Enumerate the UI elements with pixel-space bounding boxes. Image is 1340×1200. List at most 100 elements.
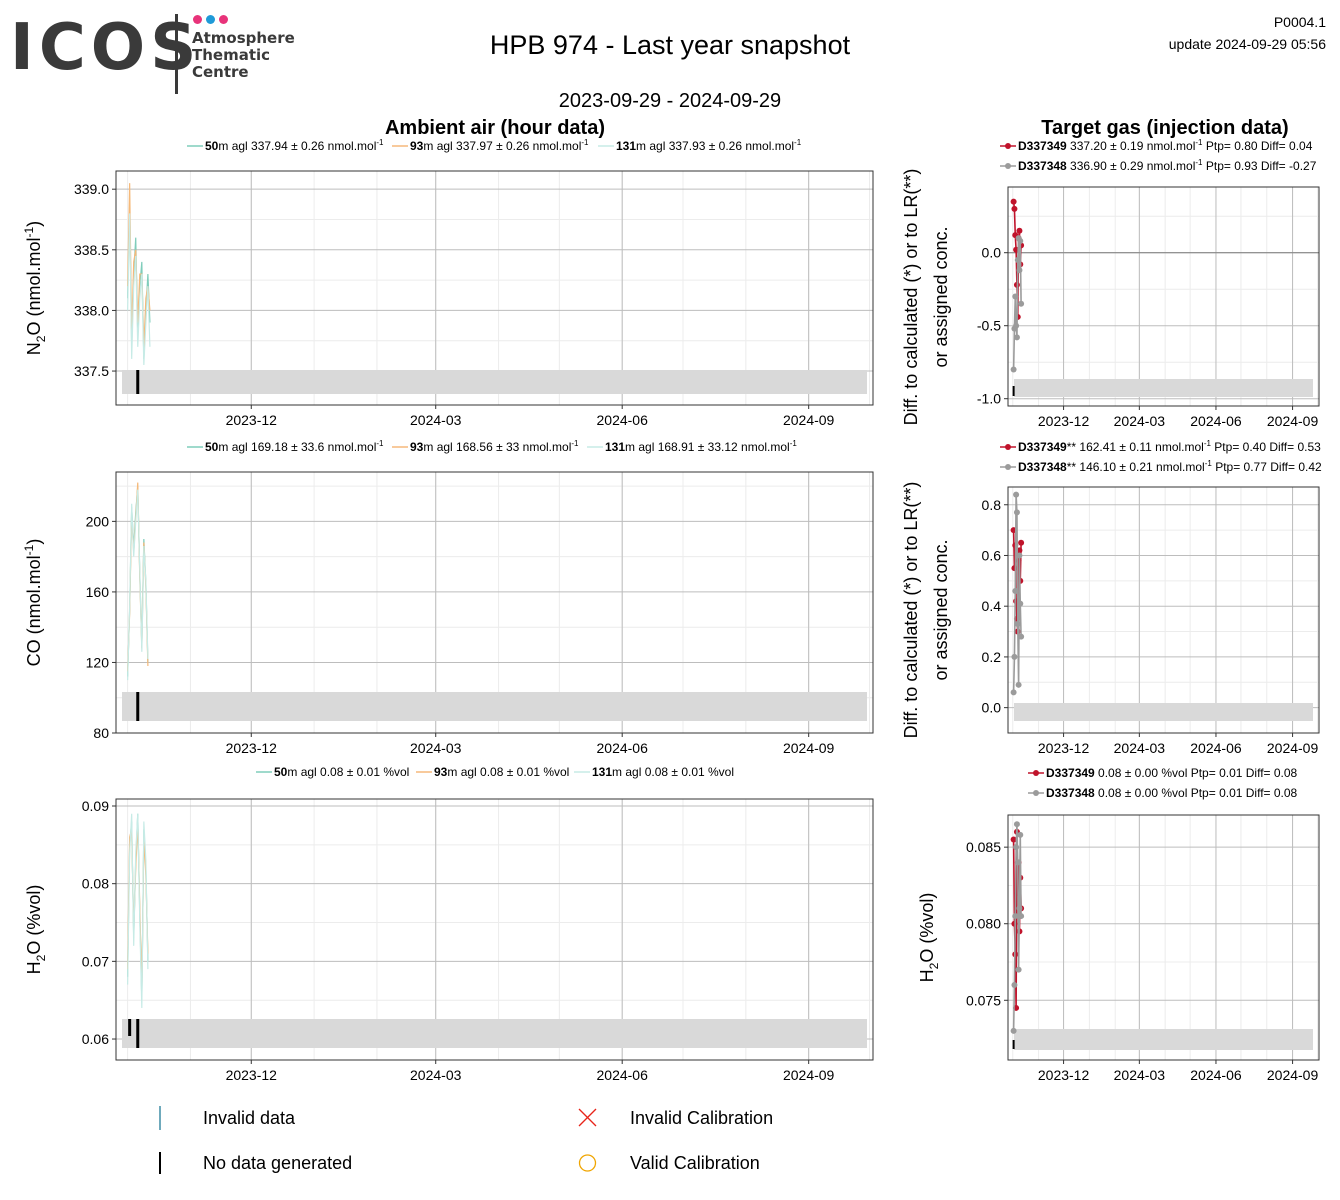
logo-subtitle-line: Centre bbox=[192, 63, 249, 81]
data-point bbox=[1013, 491, 1020, 498]
x-tick-label: 2024-03 bbox=[410, 1067, 462, 1083]
legend-invalid-data: Invalid data bbox=[203, 1108, 296, 1128]
series-line bbox=[127, 213, 151, 366]
legend-entry: 131m agl 337.93 ± 0.26 nmol.mol-1 bbox=[616, 138, 802, 153]
y-tick-label: 200 bbox=[86, 513, 110, 529]
x-tick-label: 2024-06 bbox=[1190, 740, 1242, 756]
y-tick-label: 0.2 bbox=[982, 649, 1002, 665]
x-tick-label: 2024-03 bbox=[410, 740, 462, 756]
y-axis-label: H2O (%vol) bbox=[917, 893, 941, 983]
y-tick-label: 0.4 bbox=[982, 598, 1002, 614]
legend-entry: 131m agl 168.91 ± 33.12 nmol.mol-1 bbox=[605, 439, 797, 454]
x-tick-label: 2024-09 bbox=[783, 1067, 835, 1083]
data-point bbox=[1014, 257, 1021, 263]
data-point bbox=[1010, 198, 1017, 205]
y-tick-label: 0.0 bbox=[982, 245, 1002, 261]
x-tick-label: 2024-06 bbox=[597, 412, 649, 428]
icos-logo: ICOS bbox=[10, 11, 202, 85]
data-point bbox=[1013, 821, 1020, 828]
x-tick-label: 2024-06 bbox=[1190, 413, 1242, 429]
data-point bbox=[1011, 653, 1018, 660]
data-point bbox=[1018, 300, 1025, 307]
x-tick-label: 2024-06 bbox=[1190, 1067, 1242, 1083]
legend-entry: D337349 0.08 ± 0.00 %vol Ptp= 0.01 Diff=… bbox=[1046, 766, 1298, 780]
panel-frame bbox=[115, 170, 874, 406]
x-tick-label: 2024-09 bbox=[1267, 413, 1319, 429]
y-tick-label: -1.0 bbox=[977, 391, 1001, 407]
legend-entry: 50m agl 169.18 ± 33.6 nmol.mol-1 bbox=[205, 439, 384, 454]
legend-entry: D337349 337.20 ± 0.19 nmol.mol-1 Ptp= 0.… bbox=[1018, 138, 1313, 153]
legend-marker bbox=[1005, 464, 1011, 470]
y-tick-label: 339.0 bbox=[74, 181, 109, 197]
chart-panel-3: 2023-12 2024-03 2024-06 2024-09 0.06 0.07 0.08… bbox=[24, 765, 874, 1083]
data-point bbox=[1018, 633, 1025, 640]
data-point bbox=[1013, 322, 1020, 329]
data-point bbox=[1012, 293, 1019, 300]
series-line bbox=[1012, 238, 1022, 370]
x-tick-label: 2023-12 bbox=[1038, 740, 1090, 756]
legend-entry: 93m agl 337.97 ± 0.26 nmol.mol-1 bbox=[410, 138, 589, 153]
data-point bbox=[1018, 539, 1025, 546]
logo-subtitle: Atmosphere Thematic Centre bbox=[192, 30, 295, 81]
panel-frame bbox=[1007, 186, 1320, 407]
data-point bbox=[1013, 334, 1020, 341]
data-point bbox=[1014, 620, 1021, 627]
legend-marker bbox=[1005, 444, 1011, 450]
y-axis-label: Diff. to calculated (*) or to LR(**) bbox=[901, 169, 921, 426]
logo-divider bbox=[175, 14, 178, 94]
y-tick-label: -0.5 bbox=[977, 318, 1001, 334]
update-timestamp: update 2024-09-29 05:56 bbox=[1168, 36, 1326, 52]
y-tick-label: 338.0 bbox=[74, 302, 109, 318]
data-gap-band bbox=[122, 370, 867, 394]
y-tick-label: 80 bbox=[93, 725, 109, 741]
legend-calibration-icons bbox=[578, 1108, 597, 1172]
data-point bbox=[1013, 844, 1020, 851]
y-tick-label: 0.085 bbox=[966, 839, 1001, 855]
data-point bbox=[1016, 227, 1023, 234]
logo-dot bbox=[206, 15, 215, 24]
data-point bbox=[1016, 905, 1023, 912]
y-tick-label: 0.6 bbox=[982, 547, 1002, 563]
y-axis-label: H2O (%vol) bbox=[24, 885, 48, 975]
y-axis-label: N2O (nmol.mol-1) bbox=[22, 221, 48, 355]
ambient-section-title: Ambient air (hour data) bbox=[384, 117, 605, 139]
x-tick-label: 2024-03 bbox=[1114, 740, 1166, 756]
data-point bbox=[1015, 966, 1022, 973]
x-tick-label: 2024-09 bbox=[783, 412, 835, 428]
data-point bbox=[1010, 689, 1017, 696]
data-point bbox=[1015, 681, 1022, 688]
y-tick-label: 0.0 bbox=[982, 700, 1002, 716]
data-point bbox=[1012, 913, 1019, 920]
y-tick-label: 337.5 bbox=[74, 363, 109, 379]
legend-entry: 50m agl 0.08 ± 0.01 %vol bbox=[274, 765, 409, 779]
legend-entry: 50m agl 337.94 ± 0.26 nmol.mol-1 bbox=[205, 138, 384, 153]
panel-frame bbox=[115, 798, 874, 1061]
x-tick-label: 2024-06 bbox=[597, 740, 649, 756]
legend-marker bbox=[1033, 790, 1039, 796]
chart-panel-6: 2023-12 2024-03 2024-06 2024-09 0.075 0.080 0.… bbox=[917, 766, 1320, 1083]
y-axis-label: or assigned conc. bbox=[931, 539, 951, 680]
y-tick-label: 0.06 bbox=[82, 1031, 109, 1047]
data-point bbox=[1017, 600, 1024, 607]
chart-panel-2: 2023-12 2024-03 2024-06 2024-09 80 120 160 200 5… bbox=[22, 439, 874, 756]
x-tick-label: 2024-09 bbox=[783, 740, 835, 756]
legend-entry: 93m agl 0.08 ± 0.01 %vol bbox=[434, 765, 569, 779]
data-point bbox=[1016, 552, 1023, 559]
y-tick-label: 338.5 bbox=[74, 242, 109, 258]
y-tick-label: 120 bbox=[86, 654, 110, 670]
x-tick-label: 2024-03 bbox=[1114, 1067, 1166, 1083]
data-point bbox=[1010, 366, 1017, 373]
legend-entry: D337348 0.08 ± 0.00 %vol Ptp= 0.01 Diff=… bbox=[1046, 786, 1298, 800]
legend-entry: 131m agl 0.08 ± 0.01 %vol bbox=[592, 765, 734, 779]
data-point bbox=[1012, 587, 1019, 594]
logo-subtitle-line: Atmosphere bbox=[192, 29, 295, 47]
x-tick-label: 2023-12 bbox=[226, 1067, 278, 1083]
legend-invalid-calibration: Invalid Calibration bbox=[630, 1108, 774, 1128]
panel-frame bbox=[1007, 814, 1320, 1061]
series-line bbox=[127, 813, 149, 1008]
data-gap-band bbox=[1014, 1029, 1313, 1050]
data-point bbox=[1018, 913, 1025, 920]
logo-dot bbox=[193, 15, 202, 24]
legend-entry: D337348 336.90 ± 0.29 nmol.mol-1 Ptp= 0.… bbox=[1018, 158, 1317, 173]
